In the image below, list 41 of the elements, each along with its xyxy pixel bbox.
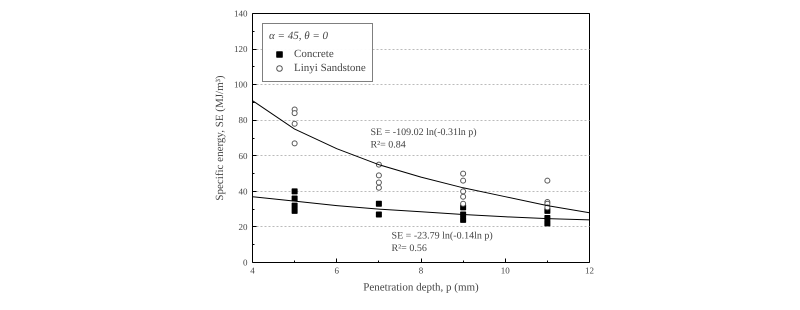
point xyxy=(376,184,382,191)
point xyxy=(376,211,382,218)
point xyxy=(292,110,298,116)
point xyxy=(376,179,382,186)
annotation: R²= 0.56 xyxy=(392,242,427,254)
y-tick-label: 120 xyxy=(234,44,248,54)
y-tick-label: 20 xyxy=(238,222,248,232)
point xyxy=(544,220,550,226)
annotation: SE = -23.79 ln(-0.14ln p) xyxy=(392,230,493,242)
point xyxy=(292,208,298,214)
point xyxy=(460,178,466,184)
y-tick-label: 80 xyxy=(238,115,248,126)
y-tick-label: 60 xyxy=(238,150,248,161)
point xyxy=(460,170,466,177)
annotation: R²= 0.84 xyxy=(370,140,406,151)
y-tick-label: 140 xyxy=(234,8,248,18)
x-axis-title: Penetration depth, p (mm) xyxy=(363,282,480,294)
y-tick-label: 100 xyxy=(234,80,248,90)
point xyxy=(292,120,298,127)
annotation: SE = -109.02 ln(-0.31ln p) xyxy=(370,127,477,138)
point xyxy=(460,200,466,207)
x-tick-label: 10 xyxy=(500,266,510,276)
y-axis-title: Specific energy, SE (MJ/m³) xyxy=(214,75,226,201)
y-tick-label: 0 xyxy=(243,258,248,268)
point xyxy=(376,200,382,207)
point xyxy=(292,202,298,209)
x-tick-label: 8 xyxy=(418,266,424,276)
x-tick-label: 6 xyxy=(334,266,340,276)
point xyxy=(460,216,466,223)
point xyxy=(376,172,382,178)
x-tick-label: 4 xyxy=(250,266,256,276)
point xyxy=(460,188,466,194)
legend-title: α = 45, θ = 0 xyxy=(269,30,330,42)
point xyxy=(292,188,298,194)
point xyxy=(460,194,466,200)
x-tick-label: 12 xyxy=(585,266,594,276)
legend-label: Linyi Sandstone xyxy=(294,61,366,75)
point xyxy=(292,140,298,146)
point xyxy=(544,178,550,184)
y-tick-label: 40 xyxy=(238,186,248,196)
legend-label: Concrete xyxy=(294,47,334,61)
